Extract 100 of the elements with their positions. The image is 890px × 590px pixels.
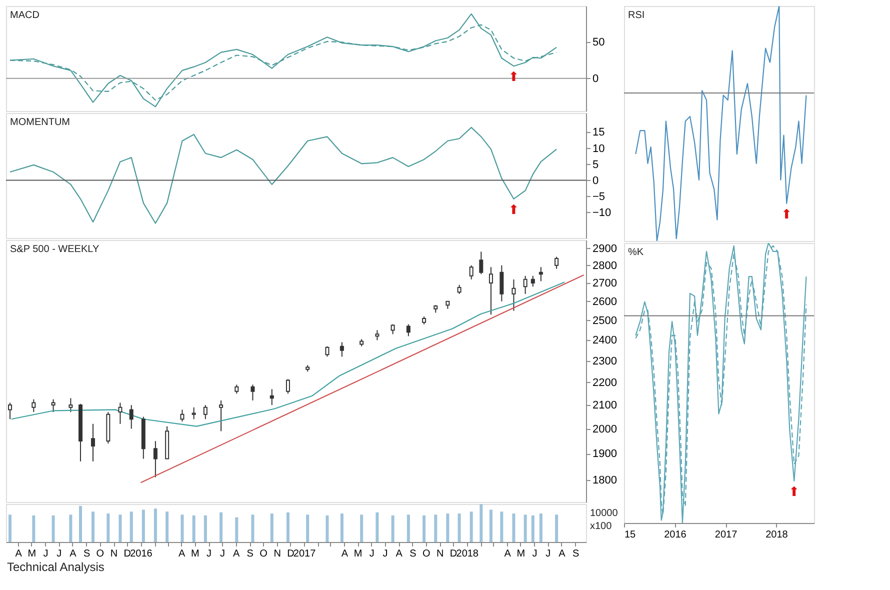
x-tick-label: M bbox=[28, 548, 36, 560]
x-tick-label: D bbox=[287, 548, 294, 560]
candlestick bbox=[457, 284, 462, 294]
bar bbox=[470, 512, 473, 542]
bar bbox=[406, 514, 410, 542]
line-series bbox=[9, 126, 558, 224]
bar bbox=[391, 515, 394, 542]
candlestick bbox=[270, 388, 274, 406]
text: x100 bbox=[590, 521, 612, 532]
bar bbox=[154, 508, 157, 542]
y-tick-label: 50 bbox=[592, 36, 605, 49]
y-tick-label: 2200 bbox=[592, 376, 617, 389]
bar bbox=[92, 512, 94, 542]
x-tick-label: A bbox=[341, 548, 348, 560]
annotation: ⬆ bbox=[781, 207, 792, 222]
x-tick-label: J bbox=[206, 548, 212, 560]
candlestick bbox=[68, 398, 73, 413]
x-tick-label: N bbox=[274, 548, 281, 560]
x-tick-label: J bbox=[369, 548, 374, 560]
y-tick-label: 5 bbox=[592, 158, 599, 171]
bar bbox=[180, 514, 184, 542]
bar bbox=[555, 514, 558, 542]
x-tick-label: N bbox=[110, 548, 118, 560]
x-tick-label: S bbox=[83, 548, 90, 560]
chart-title: RSI bbox=[628, 10, 645, 21]
x-tick-label: 2017 bbox=[293, 548, 316, 560]
candlestick bbox=[91, 423, 95, 462]
y-tick-label: 1900 bbox=[592, 448, 617, 460]
x-tick-label: O bbox=[260, 548, 268, 560]
bar bbox=[166, 512, 169, 542]
bar bbox=[235, 517, 238, 542]
candlestick bbox=[203, 404, 208, 420]
bar bbox=[118, 514, 122, 542]
bar bbox=[192, 515, 196, 542]
chart-title: MACD bbox=[10, 10, 40, 21]
bar bbox=[500, 512, 504, 542]
x-tick-label: 2018 bbox=[766, 530, 788, 540]
x-tick-label: O bbox=[96, 548, 104, 560]
x-tick-label: J bbox=[382, 548, 388, 560]
y-tick-label: 2100 bbox=[592, 400, 617, 412]
bar bbox=[340, 514, 344, 542]
bar bbox=[270, 514, 274, 542]
bar bbox=[220, 512, 223, 542]
bar bbox=[422, 515, 426, 542]
x-tick-label: A bbox=[70, 548, 77, 560]
y-tick-label: 2300 bbox=[592, 355, 617, 368]
annotation: ⬆ bbox=[508, 202, 520, 218]
x-tick-label: J bbox=[43, 548, 48, 560]
candlestick bbox=[153, 440, 158, 478]
candlestick bbox=[51, 398, 56, 413]
bar bbox=[539, 514, 542, 542]
candlestick bbox=[118, 402, 122, 424]
candlestick bbox=[219, 400, 224, 432]
x-tick-label: 2016 bbox=[130, 548, 153, 560]
candlestick bbox=[538, 266, 543, 282]
bar bbox=[79, 506, 82, 542]
bar bbox=[531, 515, 534, 542]
candlestick bbox=[192, 406, 196, 420]
bar bbox=[326, 515, 329, 542]
annotation: ⬆ bbox=[508, 70, 520, 86]
bar bbox=[489, 510, 492, 542]
bar bbox=[480, 504, 483, 542]
x-tick-label: S bbox=[410, 548, 417, 560]
y-tick-label: −10 bbox=[592, 206, 612, 219]
bar bbox=[52, 515, 55, 542]
text: Technical Analysis bbox=[7, 560, 104, 574]
bar bbox=[204, 515, 207, 542]
y-tick-label: 1800 bbox=[592, 474, 617, 486]
y-tick-label: 2000 bbox=[592, 423, 617, 436]
candlestick bbox=[340, 342, 344, 358]
x-tick-label: A bbox=[396, 548, 403, 560]
candlestick bbox=[488, 266, 493, 316]
bar bbox=[306, 514, 310, 542]
text: 10000 bbox=[590, 508, 618, 519]
candlestick bbox=[479, 251, 484, 275]
candlestick bbox=[129, 404, 134, 430]
x-tick-label: J bbox=[220, 548, 225, 560]
y-tick-label: 2400 bbox=[592, 334, 617, 347]
x-tick-label: 2017 bbox=[714, 530, 738, 540]
bar bbox=[458, 514, 461, 542]
candlestick bbox=[375, 330, 380, 341]
x-tick-label: A bbox=[558, 548, 566, 560]
candlestick bbox=[500, 264, 504, 302]
bar bbox=[130, 512, 133, 542]
candlestick bbox=[530, 275, 535, 288]
x-tick-label: M bbox=[354, 548, 362, 560]
candlestick bbox=[286, 378, 290, 394]
bar bbox=[106, 514, 110, 542]
candlestick bbox=[469, 264, 474, 280]
candlestick bbox=[390, 324, 395, 335]
y-tick-label: 2500 bbox=[592, 314, 617, 327]
bar bbox=[69, 514, 72, 542]
bar bbox=[251, 514, 254, 542]
x-tick-label: J bbox=[546, 548, 551, 560]
candlestick bbox=[180, 409, 184, 422]
x-tick-label: 2016 bbox=[664, 530, 687, 540]
x-tick-label: D bbox=[450, 548, 458, 560]
line-series bbox=[10, 282, 566, 427]
x-tick-label: M bbox=[516, 548, 526, 560]
candlestick bbox=[325, 346, 330, 358]
